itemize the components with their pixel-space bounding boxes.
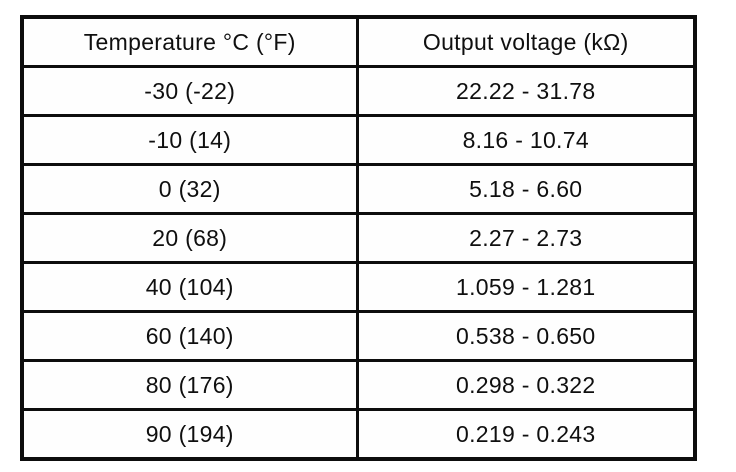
output-voltage-cell: 0.219 - 0.243 (355, 408, 697, 461)
temperature-cell: 80 (176) (20, 359, 359, 411)
temperature-cell: -10 (14) (20, 114, 359, 166)
table-row: 90 (194) 0.219 - 0.243 (20, 408, 697, 461)
temperature-cell: 90 (194) (20, 408, 359, 461)
table-row: 20 (68) 2.27 - 2.73 (20, 212, 697, 264)
table-row: -10 (14) 8.16 - 10.74 (20, 114, 697, 166)
table-row: -30 (-22) 22.22 - 31.78 (20, 65, 697, 117)
output-voltage-cell: 22.22 - 31.78 (355, 65, 697, 117)
column-header-temperature: Temperature °C (°F) (20, 15, 359, 68)
output-voltage-cell: 2.27 - 2.73 (355, 212, 697, 264)
output-voltage-cell: 0.538 - 0.650 (355, 310, 697, 362)
temperature-cell: 0 (32) (20, 163, 359, 215)
table-row: 80 (176) 0.298 - 0.322 (20, 359, 697, 411)
output-voltage-cell: 8.16 - 10.74 (355, 114, 697, 166)
temperature-cell: 60 (140) (20, 310, 359, 362)
table-row: 40 (104) 1.059 - 1.281 (20, 261, 697, 313)
temperature-cell: -30 (-22) (20, 65, 359, 117)
table-row: 60 (140) 0.538 - 0.650 (20, 310, 697, 362)
output-voltage-cell: 5.18 - 6.60 (355, 163, 697, 215)
temperature-voltage-table: Temperature °C (°F) Output voltage (kΩ) … (20, 15, 697, 461)
output-voltage-cell: 1.059 - 1.281 (355, 261, 697, 313)
temperature-cell: 40 (104) (20, 261, 359, 313)
table-row: 0 (32) 5.18 - 6.60 (20, 163, 697, 215)
table-header-row: Temperature °C (°F) Output voltage (kΩ) (20, 15, 697, 68)
temperature-cell: 20 (68) (20, 212, 359, 264)
column-header-output-voltage: Output voltage (kΩ) (355, 15, 697, 68)
output-voltage-cell: 0.298 - 0.322 (355, 359, 697, 411)
